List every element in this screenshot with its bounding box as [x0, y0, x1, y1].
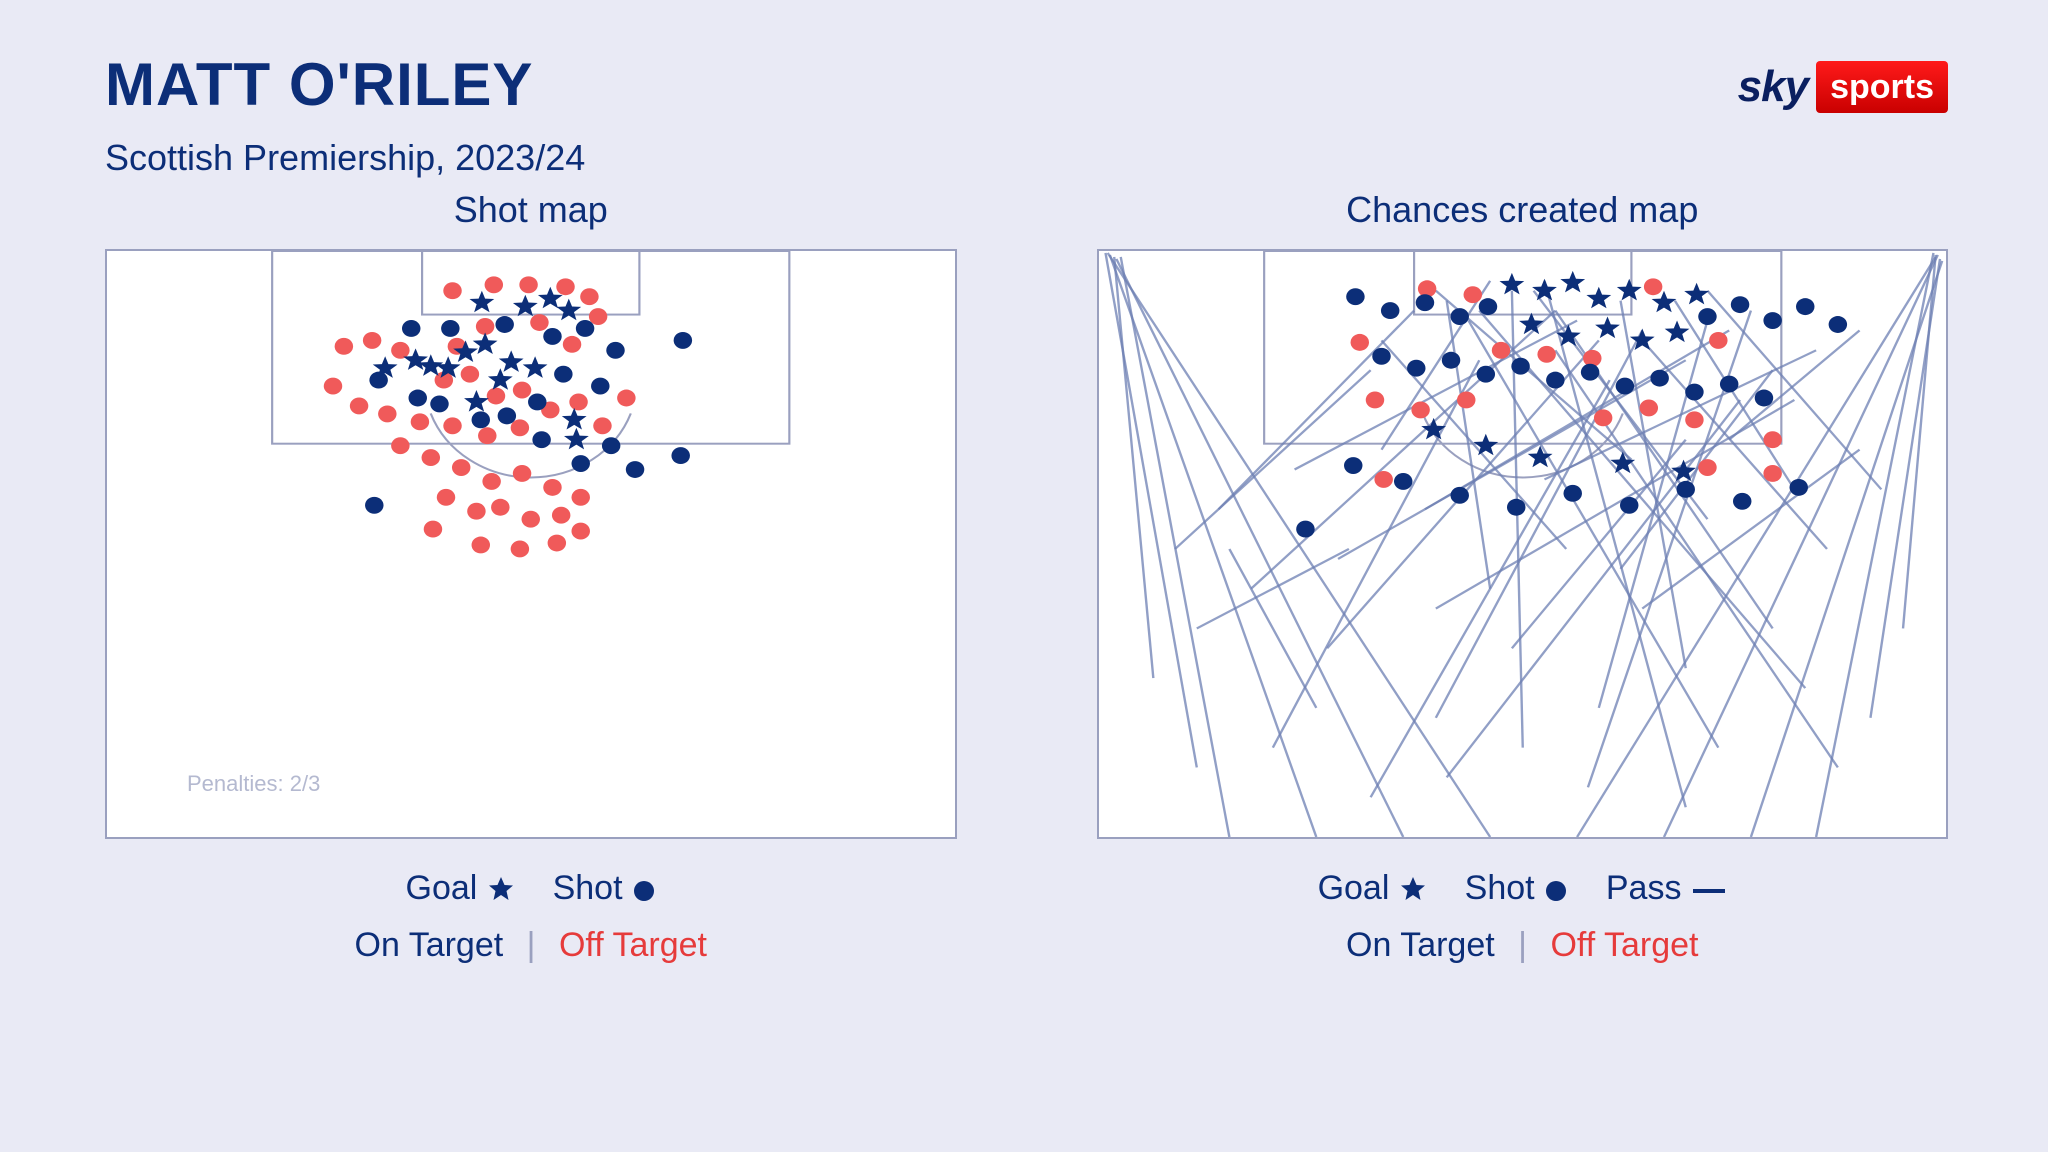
legend-separator: | [1504, 926, 1541, 964]
star-icon [1399, 875, 1427, 903]
subtitle: Scottish Premiership, 2023/24 [105, 137, 1948, 179]
legend-goal-label: Goal [1318, 869, 1390, 907]
legend-separator: | [513, 926, 550, 964]
sky-text: sky [1738, 61, 1816, 113]
chances-map-legend: Goal Shot Pass On Target | Off Target [1097, 863, 1949, 971]
circle-icon [1544, 879, 1568, 903]
sky-sports-logo: sky sports [1738, 61, 1948, 113]
chances-map-title: Chances created map [1097, 189, 1949, 231]
sports-text: sports [1816, 61, 1948, 113]
circle-icon [632, 879, 656, 903]
legend-on-target: On Target [355, 926, 504, 964]
line-icon [1691, 879, 1727, 903]
charts-row: Shot map Penalties: 2/3 Goal Shot On Tar… [105, 189, 1948, 971]
header: MATT O'RILEY Scottish Premiership, 2023/… [105, 55, 1948, 179]
shot-map-column: Shot map Penalties: 2/3 Goal Shot On Tar… [105, 189, 957, 971]
shot-map-title: Shot map [105, 189, 957, 231]
legend-off-target: Off Target [1550, 926, 1698, 964]
legend-pass-label: Pass [1606, 869, 1682, 907]
chances-map-pitch [1097, 249, 1949, 839]
shot-map-pitch: Penalties: 2/3 [105, 249, 957, 839]
shot-map-legend: Goal Shot On Target | Off Target [105, 863, 957, 971]
star-icon [487, 875, 515, 903]
player-name: MATT O'RILEY [105, 55, 1948, 115]
legend-goal-label: Goal [406, 869, 478, 907]
legend-shot-label: Shot [1465, 869, 1535, 907]
legend-shot-label: Shot [553, 869, 623, 907]
legend-on-target: On Target [1346, 926, 1495, 964]
legend-off-target: Off Target [559, 926, 707, 964]
chances-map-column: Chances created map Goal Shot Pass On Ta… [1097, 189, 1949, 971]
penalties-text: Penalties: 2/3 [187, 771, 320, 797]
